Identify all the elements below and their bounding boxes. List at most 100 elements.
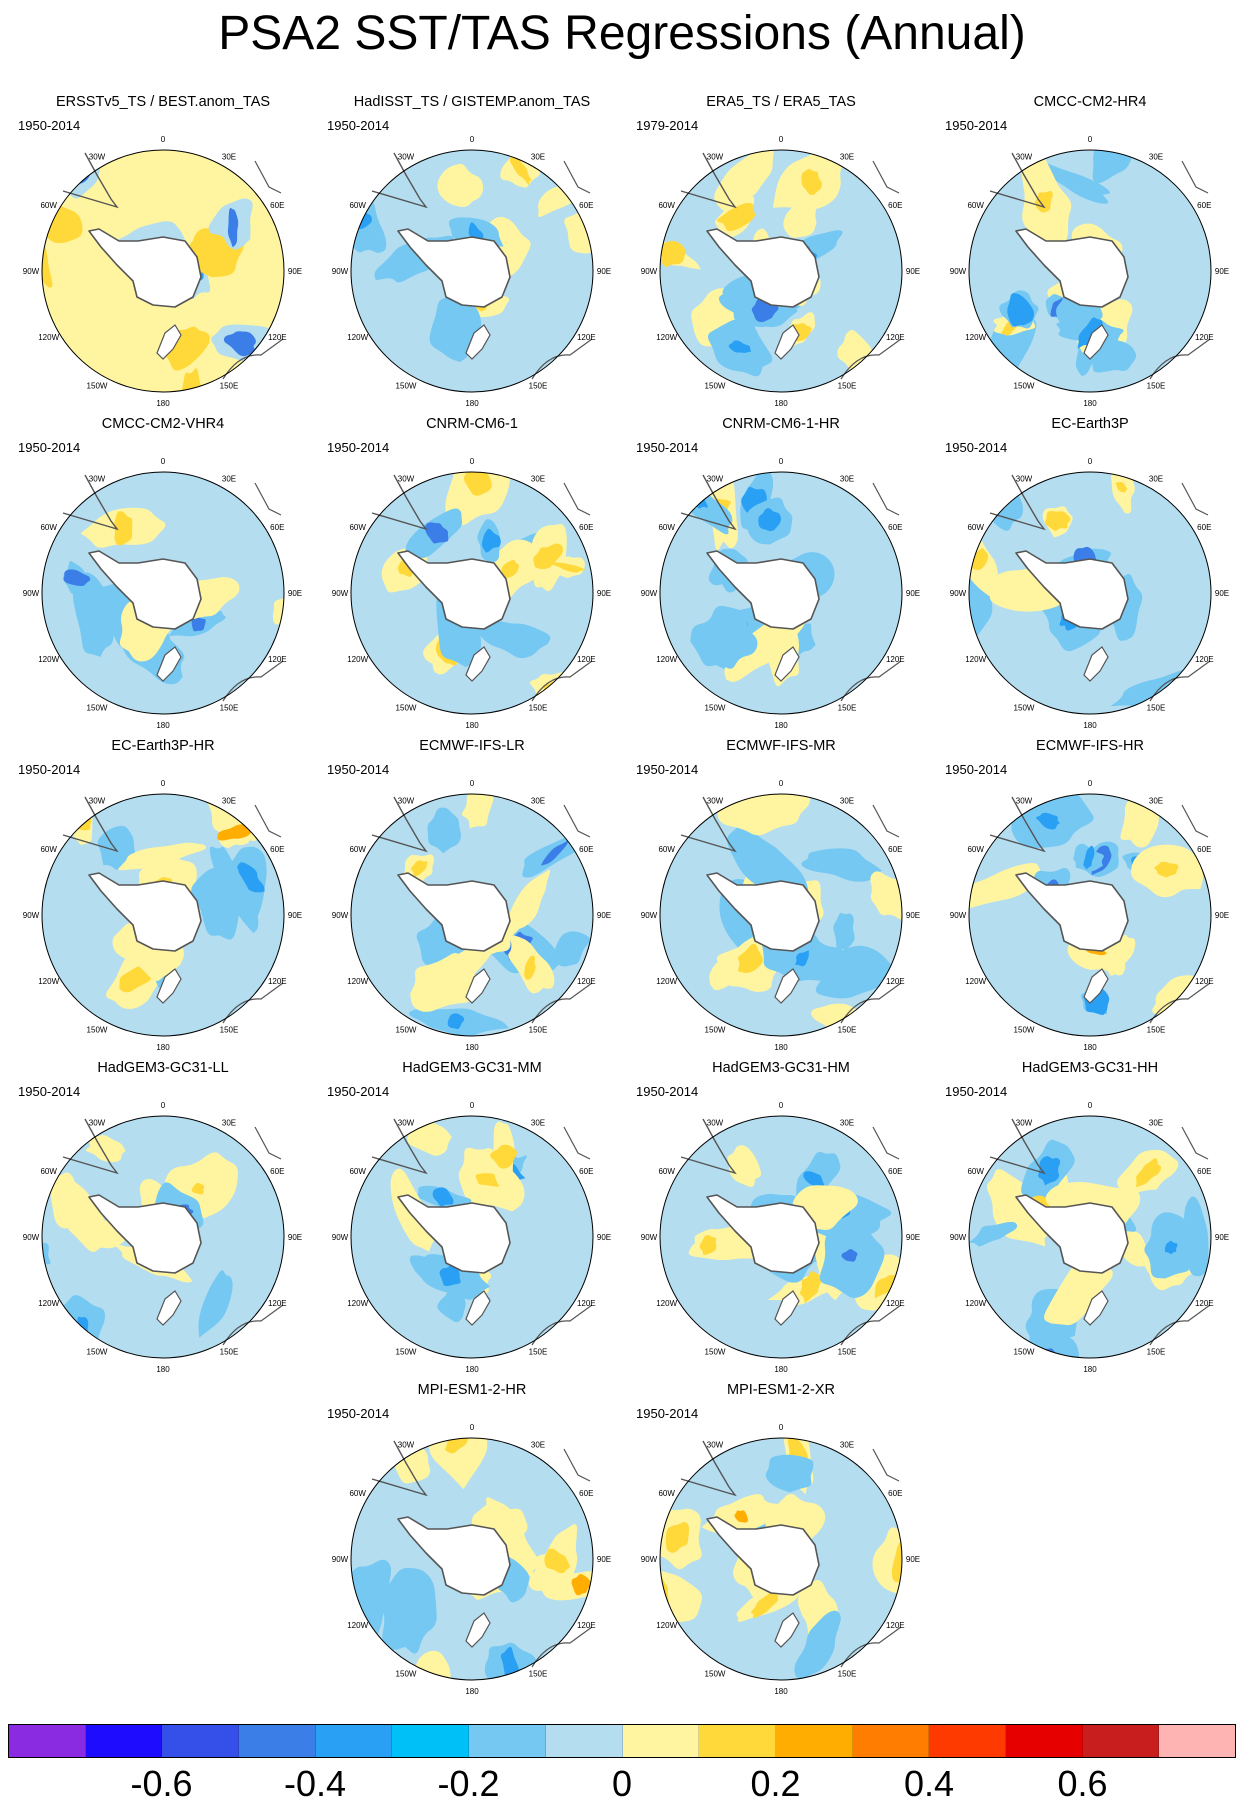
regression-contour: [524, 955, 536, 980]
panel-title: HadGEM3-GC31-MM: [402, 1060, 542, 1076]
south-america-coastline: [989, 796, 1046, 853]
panel-period: 1950-2014: [636, 1084, 699, 1099]
longitude-label: 150E: [838, 1025, 857, 1034]
new-zealand-coastline: [774, 1612, 800, 1648]
longitude-label: 180: [1083, 399, 1097, 408]
antarctica-coastline: [397, 228, 511, 308]
longitude-label: 180: [156, 399, 170, 408]
regression-contour: [799, 1271, 822, 1304]
regression-contour: [410, 860, 428, 877]
longitude-label: 120E: [886, 333, 905, 342]
longitude-label: 90E: [906, 589, 920, 598]
map-boundary: [659, 1115, 903, 1359]
longitude-label: 120W: [656, 977, 677, 986]
longitude-label: 0: [1088, 779, 1093, 788]
longitude-label: 90E: [597, 589, 611, 598]
longitude-label: 30W: [707, 1441, 724, 1450]
map-panel: HadGEM3-GC31-MM 0 30E 60E 90E 120E 150E 180 150W…: [327, 1059, 617, 1379]
longitude-label: 0: [470, 457, 475, 466]
regression-contour: [227, 207, 239, 248]
longitude-label: 180: [774, 1365, 788, 1374]
longitude-label: 30W: [1016, 1119, 1033, 1128]
longitude-label: 120E: [577, 1621, 596, 1630]
regression-contour: [794, 1610, 841, 1679]
colorbar-tick-label: 0.6: [1057, 1763, 1108, 1804]
longitude-label: 90E: [1215, 1233, 1229, 1242]
longitude-label: 90W: [641, 1555, 658, 1564]
map-panel: HadGEM3-GC31-HH 0 30E 60E 90E 120E 150E 180 150W…: [945, 1059, 1235, 1379]
south-america-coastline: [371, 152, 428, 209]
new-zealand-coastline: [1083, 646, 1109, 682]
polar-map: 0 30E 60E 90E 120E 150E 180 150W 120W 90W 60W 30W: [332, 1101, 611, 1374]
longitude-label: 60W: [349, 1167, 366, 1176]
regression-contour: [541, 840, 569, 866]
regression-contour: [379, 1567, 437, 1654]
regression-contour: [665, 1522, 689, 1553]
longitude-label: 120E: [268, 977, 287, 986]
longitude-label: 180: [465, 1365, 479, 1374]
longitude-label: 90E: [597, 1233, 611, 1242]
longitude-label: 60E: [270, 523, 284, 532]
regression-contour: [717, 202, 756, 232]
map-panel: ECMWF-IFS-LR 0 30E 60E 90E 120E 150E 180 150W 120…: [327, 737, 617, 1057]
south-america-coastline: [62, 152, 119, 209]
longitude-label: 120E: [1195, 655, 1214, 664]
longitude-label: 120W: [656, 655, 677, 664]
longitude-label: 150E: [220, 1347, 239, 1356]
regression-contour: [509, 151, 532, 185]
longitude-label: 0: [161, 779, 166, 788]
colorbar-box: #e60000: [1005, 1725, 1083, 1757]
antarctica-coastline: [397, 1516, 511, 1596]
map-boundary: [968, 1115, 1212, 1359]
longitude-label: 150E: [1147, 381, 1166, 390]
south-america-coastline: [62, 474, 119, 531]
longitude-label: 0: [779, 457, 784, 466]
longitude-label: 120E: [268, 333, 287, 342]
longitude-label: 60E: [888, 201, 902, 210]
longitude-label: 30W: [1016, 797, 1033, 806]
longitude-label: 30E: [222, 797, 236, 806]
longitude-label: 60W: [349, 845, 366, 854]
regression-contour: [750, 1592, 779, 1619]
panel-period: 1950-2014: [18, 1084, 81, 1099]
antarctica-coastline: [397, 1194, 511, 1274]
longitude-label: 60W: [40, 1167, 57, 1176]
regression-contour: [690, 605, 758, 669]
map-boundary: [350, 149, 594, 393]
longitude-label: 150E: [1147, 1025, 1166, 1034]
longitude-label: 30E: [1149, 1119, 1163, 1128]
regression-contour: [463, 472, 492, 496]
longitude-label: 30W: [398, 153, 415, 162]
polar-map: 0 30E 60E 90E 120E 150E 180 150W 120W 90W 60W 30W: [23, 1101, 302, 1374]
longitude-label: 30W: [398, 475, 415, 484]
longitude-label: 120E: [886, 655, 905, 664]
longitude-label: 90W: [641, 267, 658, 276]
longitude-label: 90W: [950, 911, 967, 920]
regression-contour: [1045, 511, 1071, 531]
panel-period: 1950-2014: [327, 1084, 390, 1099]
longitude-label: 60E: [579, 1489, 593, 1498]
longitude-label: 150E: [220, 1025, 239, 1034]
regression-contour: [1154, 861, 1179, 878]
regression-contour: [801, 169, 822, 196]
regression-contour: [490, 1144, 518, 1169]
new-zealand-coastline: [156, 968, 182, 1004]
longitude-label: 60W: [658, 523, 675, 532]
longitude-label: 120E: [268, 1299, 287, 1308]
panel-period: 1950-2014: [636, 440, 699, 455]
longitude-label: 180: [1083, 721, 1097, 730]
map-panel: ERSSTv5_TS / BEST.anom_TAS 0 30E 60E 90E 120E…: [18, 93, 308, 413]
regression-contour: [699, 1235, 717, 1256]
regression-contour: [714, 150, 774, 211]
panel-title: EC-Earth3P: [1051, 416, 1129, 432]
regression-contour: [1036, 160, 1110, 204]
south-america-coastline: [62, 1118, 119, 1175]
polar-map: 0 30E 60E 90E 120E 150E 180 150W 120W 90W 60W 30W: [23, 135, 302, 408]
panel-title: EC-Earth3P-HR: [111, 738, 215, 754]
longitude-label: 60E: [270, 201, 284, 210]
panel-period: 1979-2014: [636, 118, 699, 133]
map-panel: EC-Earth3P 0 30E 60E 90E 120E 150E 180 150W 120W 9…: [945, 415, 1235, 735]
longitude-label: 150W: [87, 703, 108, 712]
longitude-label: 60W: [349, 1489, 366, 1498]
longitude-label: 60E: [888, 1167, 902, 1176]
